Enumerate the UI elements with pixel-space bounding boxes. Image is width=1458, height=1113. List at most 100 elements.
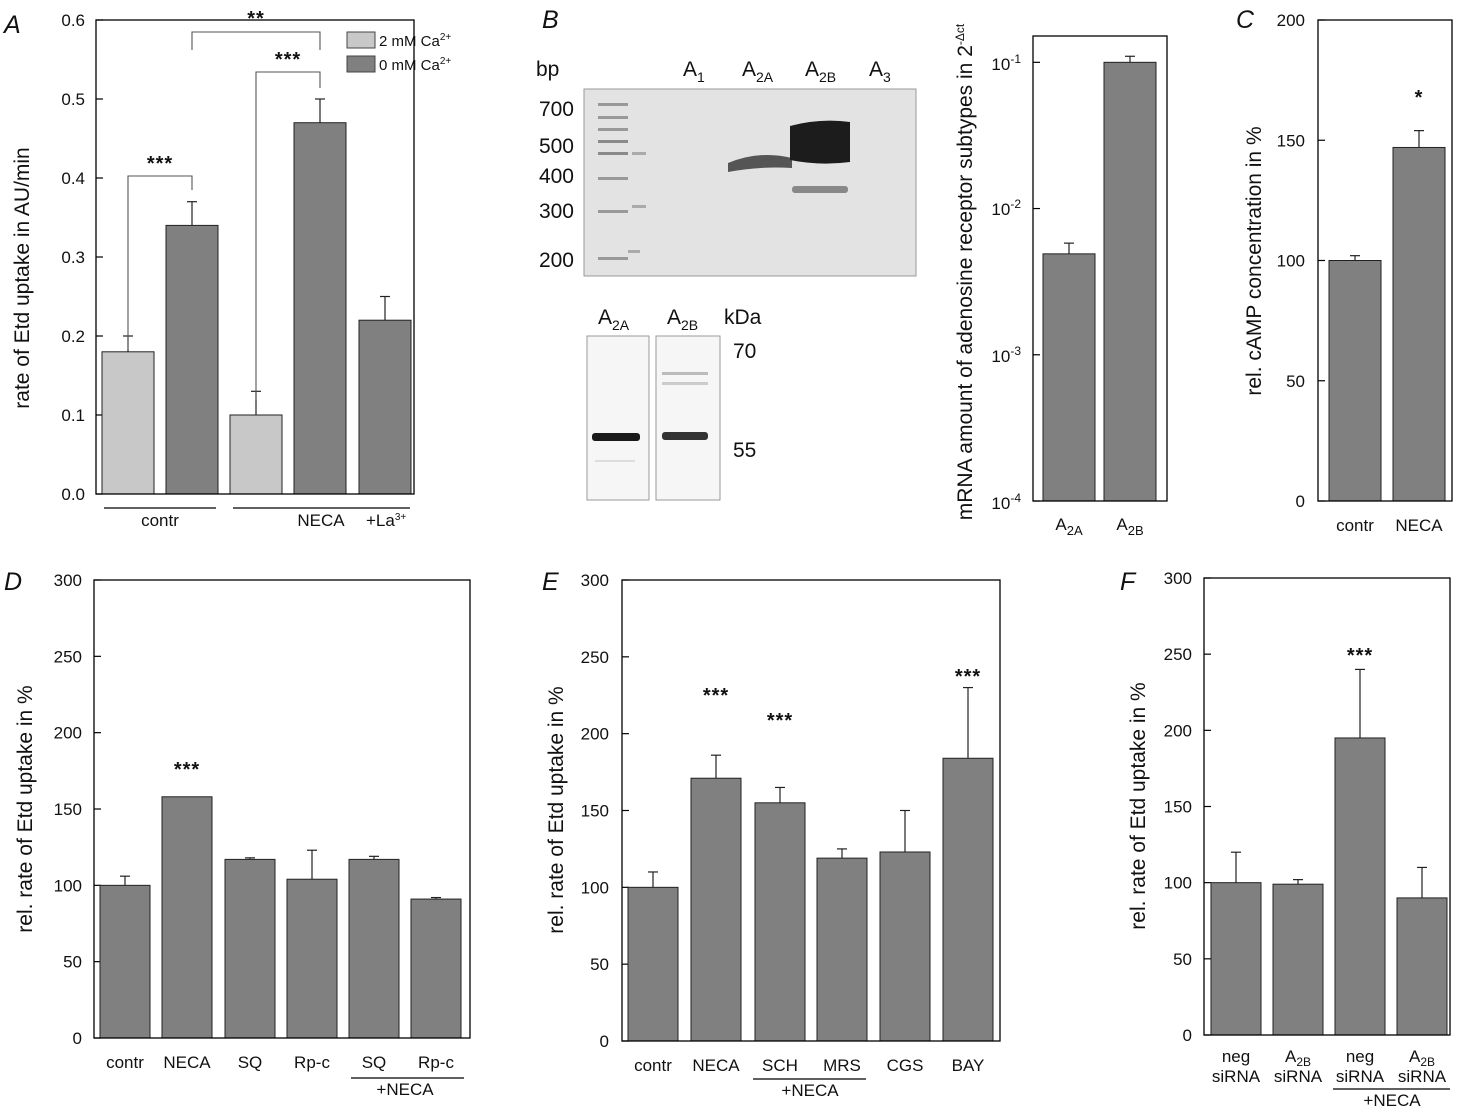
bar [1396,897,1448,1036]
tick-c-4: 200 [1277,11,1305,30]
category-label: CGS [887,1056,924,1075]
tick-d-4: 200 [54,724,82,743]
gel-band-a2a [728,154,792,172]
legend-swatch-dark [346,55,376,73]
bar [754,802,806,1042]
tick-b-1e-1: 10-1 [991,52,1021,74]
tick-f-0: 0 [1183,1026,1192,1045]
wb-mark-70: 70 [733,340,756,363]
tick-d-2: 100 [54,876,82,895]
gel-lane-a1: A1 [683,58,705,85]
panel-e-frame [621,579,1001,1042]
gel-image [583,88,917,277]
tick-d-1: 50 [63,953,82,972]
wb-lane-a2b: A2B [667,306,698,333]
bar [161,796,213,1039]
gel-bp-200: 200 [539,249,574,272]
tick-a-4: 0.4 [61,169,85,188]
sig-contr: *** [147,153,173,175]
sig-e-bay: *** [955,666,981,688]
sig-e-neca: *** [703,685,729,707]
bracket-neca [255,71,321,400]
category-label: contr [106,1053,144,1072]
tick-e-4: 200 [581,725,609,744]
group-label-contr: contr [141,511,179,530]
tick-c-3: 150 [1277,131,1305,150]
gel-bp-300: 300 [539,200,574,223]
wb-strip-a2a [586,335,650,501]
panel-c-bars [1328,130,1446,502]
panel-a-y-ticks: 0.0 0.1 0.2 0.3 0.4 0.5 0.6 [61,11,103,504]
wb-lane-a2a: A2A [598,306,630,333]
panel-c-categories: contr NECA [1336,516,1443,535]
panel-e-letter: E [542,568,559,596]
panel-a-legend: 2 mM Ca2+ 0 mM Ca2+ [346,31,451,74]
gel-bp-400: 400 [539,165,574,188]
tick-f-2: 100 [1164,874,1192,893]
tick-c-1: 50 [1286,372,1305,391]
wb-band-a2b [662,432,708,440]
legend-item-0mM: 0 mM Ca2+ [379,56,451,74]
category-label: Rp-c [418,1053,454,1072]
tick-b-1e-2: 10-2 [991,197,1021,219]
bracket-contr-neca [191,31,321,50]
pcr-gel: bp 700 500 400 300 200 A1 A2A A2B A3 [536,58,917,277]
bracket-contr [127,175,193,350]
panel-b-bars [1042,55,1157,502]
bar [224,858,276,1039]
panel-c-frame [1317,19,1453,502]
f-cat-sirna-1: siRNA [1212,1067,1261,1086]
gel-bp-500: 500 [539,135,574,158]
panel-d-frame [93,579,471,1039]
category-label: Rp-c [294,1053,330,1072]
bar [410,898,462,1039]
tick-d-0: 0 [73,1029,82,1048]
panel-d-group-label: +NECA [376,1080,434,1099]
panel-e: E rel. rate of Etd uptake in % 0 50 100 150… [542,568,1001,1100]
tick-e-1: 50 [590,955,609,974]
sig-d-neca: *** [174,759,200,781]
panel-b-y-axis-label: mRNA amount of adenosine receptor subtyp… [953,23,977,520]
tick-f-4: 200 [1164,721,1192,740]
legend-item-2mM: 2 mM Ca2+ [379,32,451,50]
tick-f-3: 150 [1164,798,1192,817]
f-cat-a2b-1: A2B [1285,1047,1311,1069]
panel-d: D rel. rate of Etd uptake in % 0 50 100 150… [4,568,471,1099]
tick-a-2: 0.2 [61,327,85,346]
panel-a-frame [95,19,415,495]
panel-f: F rel. rate of Etd uptake in % 0 50 100 150… [1120,568,1451,1110]
tick-c-2: 100 [1277,252,1305,271]
bar [229,414,283,495]
tick-f-6: 300 [1164,569,1192,588]
tick-d-5: 250 [54,647,82,666]
f-cat-neg-2: neg [1346,1047,1374,1066]
bar [942,757,994,1042]
tick-f-5: 250 [1164,645,1192,664]
panel-d-y-axis-label: rel. rate of Etd uptake in % [14,685,37,932]
group-label-la: +La3+ [366,511,406,530]
category-label: NECA [692,1056,740,1075]
panel-f-y-axis-label: rel. rate of Etd uptake in % [1127,682,1150,929]
panel-e-group-label: +NECA [781,1081,839,1100]
tick-e-2: 100 [581,878,609,897]
tick-d-6: 300 [54,571,82,590]
bar [1328,260,1382,502]
gel-lane-a2b: A2B [805,58,836,85]
bar [879,851,931,1042]
panel-b: B bp 700 500 400 300 200 A1 A2A A2B A3 [536,6,1168,538]
panel-b-frame [1032,35,1168,502]
western-blot: A2A A2B kDa 70 55 [586,306,762,501]
gel-lane-a3: A3 [869,58,891,85]
f-cat-sirna-4: siRNA [1398,1067,1447,1086]
gel-bp-title: bp [536,58,559,81]
category-label: SCH [762,1056,798,1075]
panel-a-y-axis-label: rate of Etd uptake in AU/min [11,147,34,408]
bar [286,878,338,1039]
wb-unit: kDa [724,306,762,329]
f-cat-sirna-2: siRNA [1274,1067,1323,1086]
panel-b-y-ticks: 10-1 10-2 10-3 10-4 [991,52,1021,513]
panel-b-cat-a2b: A2B [1116,515,1143,538]
bar [101,351,155,495]
bar [99,884,151,1039]
